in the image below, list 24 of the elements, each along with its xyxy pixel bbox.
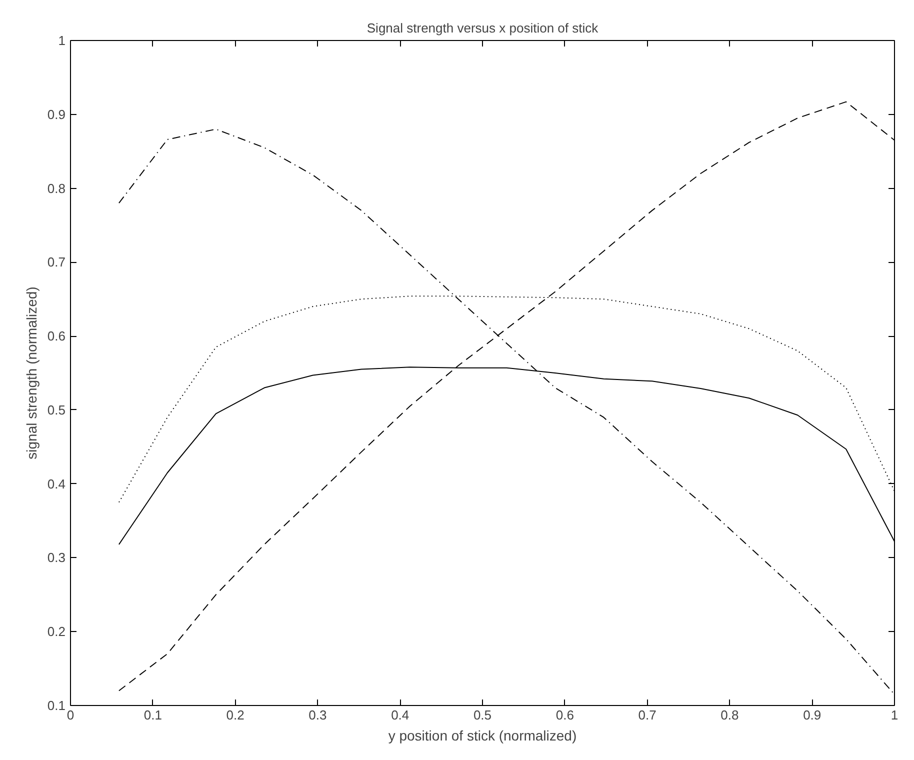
x-tick-label: 0.9 [803,708,822,722]
y-tick-label: 0.8 [47,180,66,196]
x-tick-label: 0.3 [308,708,327,722]
chart-title: Signal strength versus x position of stick [366,20,599,36]
y-tick-label: 0.2 [47,624,66,640]
x-tick-label: 0 [66,708,74,722]
x-tick-label: 1 [890,708,898,722]
y-tick-label: 0.4 [47,476,66,492]
y-tick-label: 1 [58,33,66,48]
x-tick-label: 0.7 [638,708,656,722]
x-axis-title: y position of stick (normalized) [388,728,577,744]
y-tick-label: 0.6 [47,328,66,344]
x-tick-label: 0.6 [556,708,574,722]
x-tick-label: 0.4 [391,708,410,722]
x-tick-label: 0.8 [720,708,739,722]
y-tick-label: 0.9 [47,106,66,122]
y-tick-label: 0.7 [47,254,66,270]
y-tick-label: 0.5 [47,402,66,418]
x-tick-label: 0.1 [144,708,162,722]
y-axis-title: signal strength (normalized) [23,286,40,460]
x-tick-label: 0.2 [226,708,244,722]
x-tick-label: 0.5 [473,708,492,722]
y-tick-label: 0.1 [47,698,66,713]
y-tick-label: 0.3 [47,550,66,566]
